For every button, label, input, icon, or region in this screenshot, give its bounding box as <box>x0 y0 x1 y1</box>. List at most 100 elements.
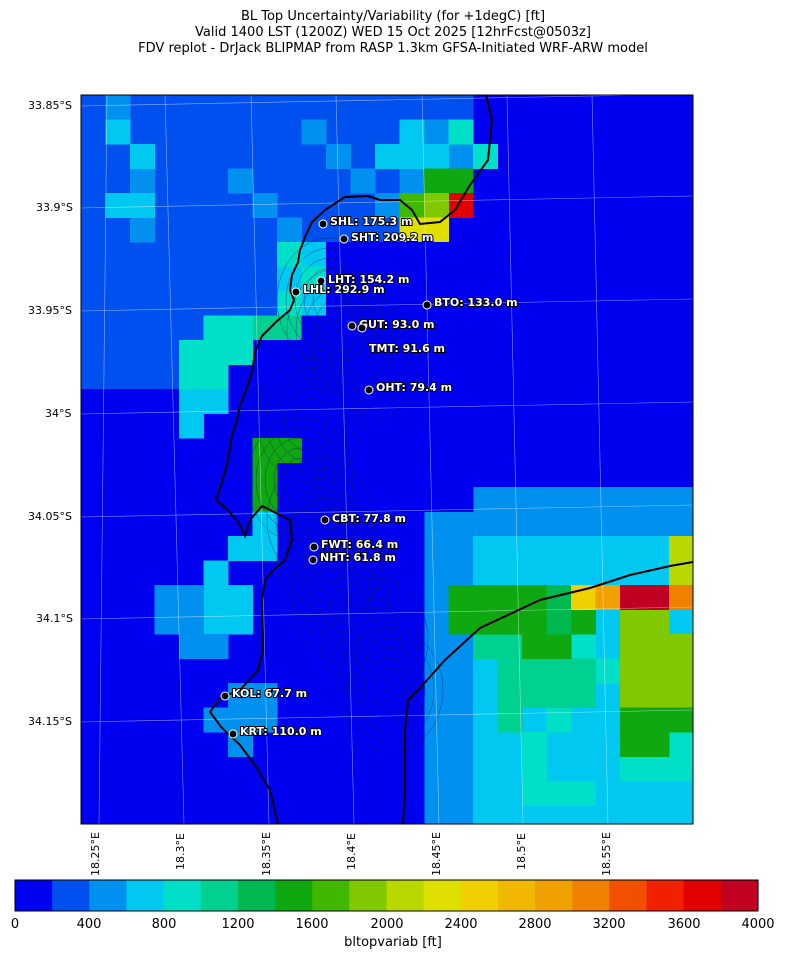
grid-cell <box>179 119 204 145</box>
grid-cell <box>203 634 229 659</box>
grid-cell <box>644 732 670 757</box>
grid-cell <box>424 462 449 488</box>
station-marker-lhl <box>291 287 301 297</box>
grid-cell <box>179 658 204 684</box>
grid-cell <box>350 95 376 120</box>
grid-cell <box>399 536 425 561</box>
station-label-krt: KRT: 110.0 m <box>240 725 322 738</box>
grid-cell <box>595 536 621 561</box>
grid-cell <box>130 389 155 414</box>
grid-cell <box>179 560 204 586</box>
grid-cell <box>571 781 596 806</box>
grid-cell <box>154 413 180 439</box>
grid-cell <box>252 242 278 267</box>
grid-cell <box>399 438 425 463</box>
grid-cell <box>375 781 400 806</box>
grid-cell <box>301 805 327 824</box>
grid-cell <box>644 781 670 806</box>
grid-cell <box>228 781 253 806</box>
grid-cell <box>252 609 278 635</box>
parallel <box>81 709 693 723</box>
grid-cell <box>277 732 302 757</box>
colorbar-swatch <box>89 880 127 911</box>
grid-cell <box>301 732 327 757</box>
grid-cell <box>130 95 155 120</box>
station-marker-fwt <box>309 542 319 552</box>
grid-cell <box>81 683 106 708</box>
title-line-2: Valid 1400 LST (1200Z) WED 15 Oct 2025 [… <box>195 25 591 40</box>
grid-cell <box>154 732 180 757</box>
grid-cell <box>252 683 278 708</box>
grid-cell <box>595 658 621 684</box>
terrain-contour <box>318 567 372 633</box>
grid-cell <box>301 119 327 145</box>
grid-cell <box>473 707 498 733</box>
terrain-contour <box>336 627 444 753</box>
grid-cell <box>81 95 106 120</box>
grid-cell <box>228 683 253 708</box>
grid-cell <box>130 144 155 169</box>
grid-cell <box>497 536 523 561</box>
grid-cell <box>497 658 523 684</box>
coastline <box>208 95 693 824</box>
grid-cell <box>595 634 621 659</box>
grid-cell <box>644 634 670 659</box>
grid-cell <box>424 781 449 806</box>
grid-cell <box>350 242 376 267</box>
station-label-lht: LHT: 154.2 m <box>328 273 409 286</box>
grid-cell <box>301 438 327 463</box>
grid-cell <box>130 242 155 267</box>
grid-cell <box>644 805 670 824</box>
terrain-contour <box>348 607 402 673</box>
grid-cell <box>105 95 131 120</box>
grid-cell <box>203 315 229 341</box>
grid-cell <box>81 658 106 684</box>
colorbar-tick-label: 2400 <box>444 917 478 932</box>
grid-cell <box>473 683 498 708</box>
graticule <box>81 95 693 824</box>
terrain-contour <box>292 397 328 443</box>
grid-cell <box>228 756 253 782</box>
grid-cell <box>326 756 351 782</box>
grid-cell <box>154 438 180 463</box>
station-marker-oht <box>364 385 374 395</box>
station-markers: SHL: 175.3 m SHT: 209.2 m LHT: 154.2 mLHL:… <box>220 214 519 739</box>
grid-cell <box>424 732 449 757</box>
station-label-oht: OHT: 79.4 m <box>376 381 452 394</box>
grid-cell <box>277 585 302 610</box>
grid-cell <box>448 438 474 463</box>
grid-cell <box>669 756 693 782</box>
grid-cell <box>179 536 204 561</box>
grid-cell <box>595 781 621 806</box>
grid-cell <box>203 658 229 684</box>
grid-cell <box>252 732 278 757</box>
colorbar-tick-label: 400 <box>76 917 102 932</box>
grid-cell <box>179 756 204 782</box>
parallel <box>81 195 693 209</box>
grid-cell <box>571 732 596 757</box>
grid-cell <box>228 707 253 733</box>
grid-cell <box>399 585 425 610</box>
grid-cell <box>130 340 155 365</box>
grid-cell <box>179 683 204 708</box>
grid-cell <box>228 291 253 316</box>
grid-cell <box>497 732 523 757</box>
grid-cell <box>424 389 449 414</box>
grid-cell <box>375 805 400 824</box>
terrain-contour <box>285 247 375 353</box>
grid-cell <box>375 438 400 463</box>
grid-cell <box>277 340 302 365</box>
station-marker-bto <box>422 300 432 310</box>
grid-cell <box>326 462 351 488</box>
grid-cell <box>473 560 498 586</box>
grid-cell <box>301 511 327 537</box>
grid-cell <box>350 364 376 390</box>
station-label-sht: SHT: 209.2 m <box>351 231 433 244</box>
grid-cell <box>448 95 474 120</box>
grid-cell <box>497 707 523 733</box>
station-label-kol: KOL: 67.7 m <box>232 687 307 700</box>
grid-cell <box>620 634 645 659</box>
colorbar-swatch <box>386 880 425 911</box>
grid-cell <box>252 144 278 169</box>
grid-cell <box>130 658 155 684</box>
